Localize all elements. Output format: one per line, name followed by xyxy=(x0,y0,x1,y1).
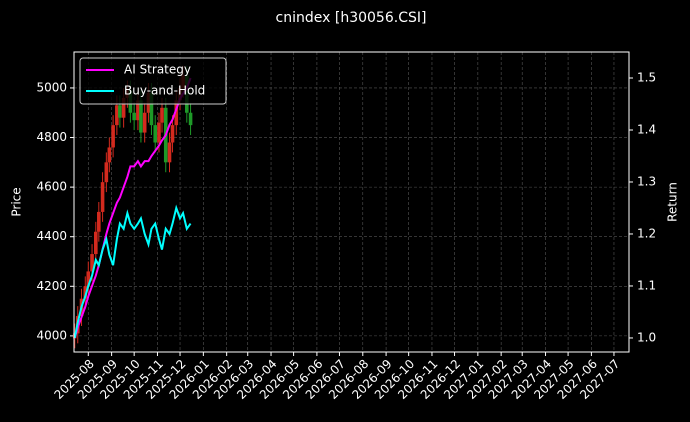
candle-body xyxy=(104,162,109,183)
y2-tick-label: 1.3 xyxy=(637,174,656,188)
candle-body xyxy=(170,125,175,143)
y2-axis-label: Return xyxy=(666,182,680,222)
candle-body xyxy=(115,105,119,126)
candle-body xyxy=(160,107,164,123)
candle-body xyxy=(142,112,147,133)
candle-body xyxy=(132,112,136,121)
candle-body xyxy=(121,97,126,118)
y-axis-label: Price xyxy=(10,187,24,216)
legend-box xyxy=(79,57,227,105)
candle-body xyxy=(100,182,105,212)
y2-tick-label: 1.2 xyxy=(637,226,656,240)
y-tick-label: 4400 xyxy=(36,229,67,243)
y2-tick-label: 1.5 xyxy=(637,70,656,84)
candle-body xyxy=(149,92,154,126)
candle-body xyxy=(136,100,140,121)
candle-body xyxy=(157,122,161,143)
y-tick-label: 5000 xyxy=(36,80,67,94)
y2-tick-label: 1.0 xyxy=(637,330,656,344)
legend-label: Buy-and-Hold xyxy=(124,84,205,98)
line-series xyxy=(73,204,192,339)
legend-label: AI Strategy xyxy=(124,63,191,77)
candle-body xyxy=(111,125,115,148)
y-tick-label: 4200 xyxy=(36,279,67,293)
candle-body xyxy=(86,271,91,287)
line-series xyxy=(73,77,192,339)
candle-body xyxy=(107,147,112,163)
candle-body xyxy=(94,231,98,255)
candle-body xyxy=(167,142,172,163)
y-tick-label: 4600 xyxy=(36,180,67,194)
chart-title: cnindex [h30056.CSI] xyxy=(276,10,427,26)
y-tick-label: 4000 xyxy=(36,328,67,342)
candle-body xyxy=(83,286,88,299)
candle-body xyxy=(139,100,143,133)
candle-body xyxy=(174,100,179,126)
candle-body xyxy=(153,125,158,143)
candle-body xyxy=(90,254,94,272)
plot-frame xyxy=(73,51,630,353)
candle-body xyxy=(118,105,122,118)
candle-body xyxy=(97,211,101,232)
y2-tick-label: 1.4 xyxy=(637,122,656,136)
y2-tick-label: 1.1 xyxy=(637,278,656,292)
y-tick-label: 4800 xyxy=(36,130,67,144)
candle-body xyxy=(188,112,193,126)
